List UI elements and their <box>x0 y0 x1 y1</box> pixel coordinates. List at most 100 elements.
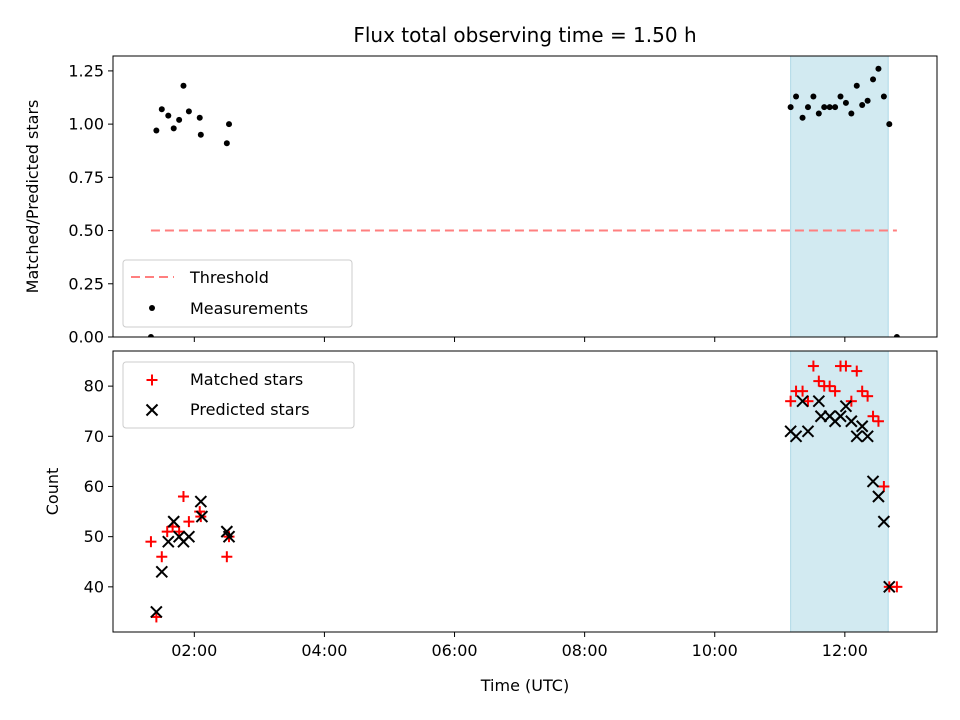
data-point <box>162 535 175 548</box>
legend-box <box>122 361 355 429</box>
y-tick-label: 0.25 <box>68 274 104 293</box>
legend: Matched stars Predicted stars <box>122 361 355 429</box>
x-mark-b <box>167 515 180 528</box>
predicted-series <box>150 394 896 619</box>
data-point <box>832 104 839 111</box>
data-point <box>161 526 173 538</box>
x-mark-b <box>883 580 896 594</box>
data-point <box>856 385 868 397</box>
data-point <box>883 580 896 594</box>
x-mark-b <box>162 535 175 548</box>
y-tick-label: 60 <box>84 477 104 496</box>
x-mark-b <box>789 430 803 443</box>
x-tick-label: 02:00 <box>171 641 217 660</box>
data-point <box>867 410 879 422</box>
x-axis-label: Time (UTC) <box>480 676 569 695</box>
data-point <box>150 605 163 619</box>
y-tick-label: 80 <box>84 377 104 396</box>
data-point <box>834 410 847 423</box>
data-point <box>891 581 903 593</box>
data-point <box>799 114 806 121</box>
x-mark-b <box>796 394 809 408</box>
data-point <box>156 551 168 563</box>
data-point <box>813 375 825 387</box>
x-mark-b <box>861 430 874 443</box>
count-panel: 40 50 60 70 80 02:00 04:00 06:00 08:00 10:00 12:00… <box>43 350 938 660</box>
y-tick-label: 70 <box>84 427 104 446</box>
y-tick-label: 1.25 <box>68 61 104 80</box>
data-point <box>195 510 209 523</box>
data-point <box>812 394 826 408</box>
data-point <box>893 334 900 337</box>
x-mark-b <box>866 475 880 488</box>
axes-frame <box>112 350 938 633</box>
x-mark-b <box>222 530 236 543</box>
data-point <box>872 415 884 427</box>
data-point <box>177 491 189 503</box>
data-point <box>851 365 863 377</box>
data-point <box>859 101 866 108</box>
data-point <box>840 360 852 372</box>
data-point <box>821 104 828 111</box>
data-point <box>861 430 874 443</box>
axes-frame <box>112 55 938 338</box>
data-point <box>176 116 183 123</box>
highlight-span <box>790 55 889 338</box>
data-point <box>785 395 797 407</box>
data-point <box>850 430 863 443</box>
data-point <box>787 104 794 111</box>
data-point <box>810 93 817 100</box>
data-point <box>182 530 196 543</box>
data-point <box>155 565 168 578</box>
x-mark-b <box>194 495 208 508</box>
data-point <box>880 93 887 100</box>
plot-area <box>145 360 903 623</box>
data-point <box>222 530 236 543</box>
data-point <box>807 360 819 372</box>
data-point <box>853 82 860 89</box>
data-point <box>158 106 165 113</box>
x-mark-b <box>150 605 163 619</box>
data-point <box>848 110 855 117</box>
data-point <box>826 104 833 111</box>
y-tick-label: 40 <box>84 577 104 596</box>
data-point <box>167 515 180 528</box>
y-tick-label: 0.75 <box>68 168 104 187</box>
data-point <box>804 104 811 111</box>
data-point <box>862 390 874 402</box>
data-point <box>801 425 815 438</box>
x-tick-label: 06:00 <box>431 641 477 660</box>
data-point <box>878 480 890 492</box>
legend-label: Measurements <box>190 299 308 318</box>
data-point <box>221 551 233 563</box>
data-point <box>789 430 803 443</box>
data-point <box>146 374 158 386</box>
data-point <box>802 395 814 407</box>
x-mark-b <box>834 410 847 423</box>
x-tick-label: 04:00 <box>301 641 347 660</box>
ratio-panel: 0.00 0.25 0.50 0.75 1.00 1.25 Matched/Predicte… <box>23 55 938 347</box>
x-mark-b <box>839 399 853 413</box>
data-point <box>815 110 822 117</box>
data-point <box>864 97 871 104</box>
data-point <box>194 495 208 508</box>
data-point <box>845 415 858 428</box>
data-point <box>797 385 809 397</box>
x-mark-b <box>801 425 815 438</box>
x-mark-b <box>812 394 826 408</box>
data-point <box>839 399 853 413</box>
measurement-series <box>147 65 900 337</box>
x-mark-b <box>182 530 196 543</box>
x-mark-b <box>855 420 869 433</box>
data-point <box>842 99 849 106</box>
legend-label: Predicted stars <box>190 400 310 419</box>
x-mark-b <box>850 430 863 443</box>
data-point <box>886 121 893 128</box>
data-point <box>829 385 841 397</box>
data-point <box>196 114 203 121</box>
data-point <box>870 76 877 83</box>
legend-label: Matched stars <box>190 370 303 389</box>
data-point <box>180 82 187 89</box>
x-mark-b <box>220 525 234 538</box>
